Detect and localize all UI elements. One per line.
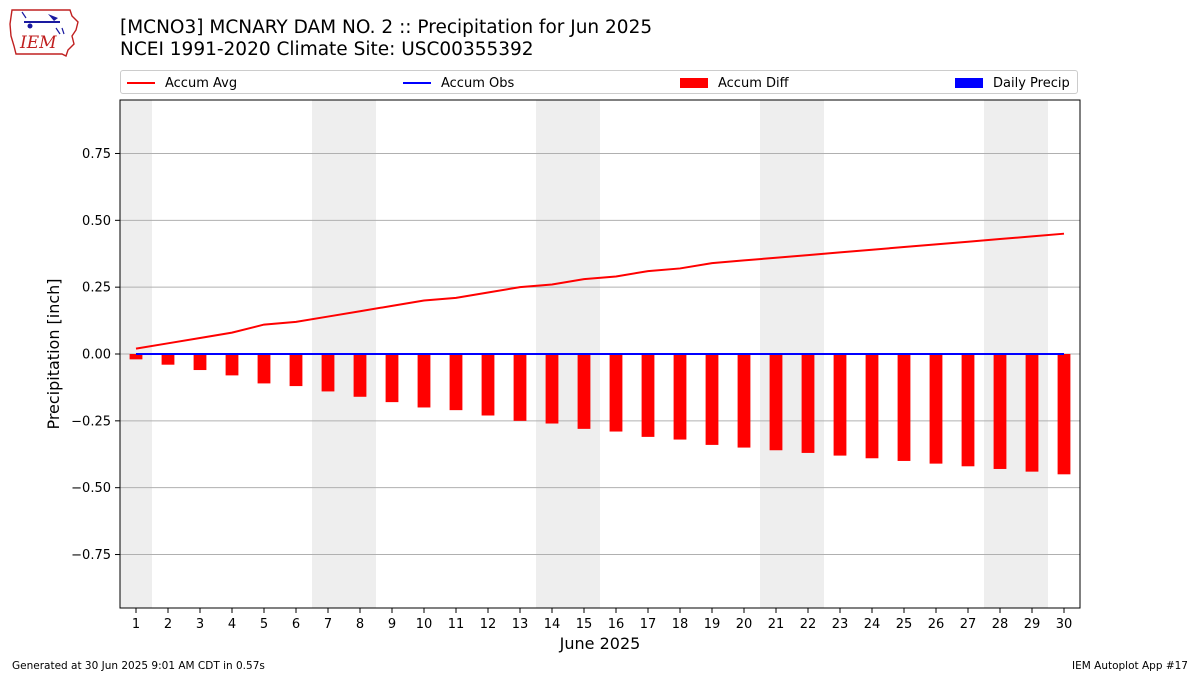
x-tick-label: 30	[1056, 617, 1073, 632]
legend-swatch	[127, 82, 155, 84]
x-tick-label: 27	[960, 617, 977, 632]
x-tick-label: 25	[896, 617, 913, 632]
accum-diff-bar	[705, 354, 719, 445]
x-tick-label: 29	[1024, 617, 1041, 632]
logo-text: IEM	[19, 33, 57, 53]
accum-diff-bar	[961, 354, 975, 467]
x-tick-label: 10	[416, 617, 433, 632]
x-tick-label: 4	[228, 617, 236, 632]
x-tick-label: 5	[260, 617, 268, 632]
accum-diff-bar	[673, 354, 687, 440]
iowa-state-icon: IEM	[9, 9, 79, 57]
legend-swatch	[403, 82, 431, 84]
legend-swatch	[955, 78, 983, 88]
x-tick-label: 20	[736, 617, 753, 632]
x-tick-label: 9	[388, 617, 396, 632]
y-tick-label: 0.50	[82, 214, 111, 229]
legend-item-accum-avg: Accum Avg	[127, 74, 237, 92]
accum-diff-bar	[1057, 354, 1071, 475]
y-tick-label: −0.75	[71, 548, 111, 563]
legend-item-accum-diff: Accum Diff	[680, 74, 789, 92]
accum-diff-bar	[929, 354, 943, 464]
accum-diff-bar	[353, 354, 367, 397]
accum-diff-bar	[129, 354, 143, 360]
y-tick-label: 0.00	[82, 348, 111, 363]
accum-avg-line	[135, 232, 1065, 350]
x-tick-label: 26	[928, 617, 945, 632]
y-tick-label: −0.25	[71, 414, 111, 429]
accum-diff-bar	[1025, 354, 1039, 472]
accum-diff-bar	[609, 354, 623, 432]
legend-swatch	[680, 78, 708, 88]
accum-diff-bar	[225, 354, 239, 376]
y-tick-label: 0.75	[82, 147, 111, 162]
accum-diff-bar	[417, 354, 431, 408]
x-tick-label: 13	[512, 617, 529, 632]
accum-diff-bar	[257, 354, 271, 384]
x-tick-label: 3	[196, 617, 204, 632]
iem-logo: IEM	[8, 6, 80, 58]
x-tick-label: 24	[864, 617, 881, 632]
accum-diff-bar	[865, 354, 879, 459]
accum-diff-bar	[769, 354, 783, 451]
x-tick-label: 21	[768, 617, 785, 632]
generated-note: Generated at 30 Jun 2025 9:01 AM CDT in …	[12, 660, 265, 672]
x-tick-label: 14	[544, 617, 561, 632]
app-credit: IEM Autoplot App #17	[1072, 660, 1188, 672]
x-tick-label: 6	[292, 617, 300, 632]
accum-diff-bar	[545, 354, 559, 424]
accum-diff-bar	[513, 354, 527, 421]
accum-diff-bar	[641, 354, 655, 437]
accum-diff-bar	[577, 354, 591, 429]
x-tick-label: 23	[832, 617, 849, 632]
accum-diff-bar	[385, 354, 399, 403]
legend-label: Accum Diff	[718, 75, 789, 91]
x-tick-label: 2	[164, 617, 172, 632]
accum-diff-bar	[481, 354, 495, 416]
y-axis-label: Precipitation [inch]	[44, 278, 63, 429]
accum-diff-bar	[833, 354, 847, 456]
accum-diff-bar	[321, 354, 335, 392]
x-tick-label: 11	[448, 617, 465, 632]
accum-diff-bar	[449, 354, 463, 411]
x-tick-label: 1	[132, 617, 140, 632]
x-tick-label: 18	[672, 617, 689, 632]
title-line-2: NCEI 1991-2020 Climate Site: USC00355392	[120, 39, 534, 60]
y-tick-label: 0.25	[82, 281, 111, 296]
x-tick-label: 16	[608, 617, 625, 632]
legend-item-daily-precip: Daily Precip	[955, 74, 1070, 92]
legend-label: Daily Precip	[993, 75, 1070, 91]
legend-label: Accum Obs	[441, 75, 515, 91]
accum-diff-bar	[897, 354, 911, 461]
legend: Accum Avg Accum Obs Accum Diff Daily Pre…	[120, 70, 1078, 94]
x-tick-label: 22	[800, 617, 817, 632]
accum-diff-bar	[289, 354, 303, 387]
legend-label: Accum Avg	[165, 75, 238, 91]
x-tick-label: 12	[480, 617, 497, 632]
accum-diff-bar	[193, 354, 207, 371]
x-tick-label: 7	[324, 617, 332, 632]
accum-diff-bar	[737, 354, 751, 448]
accum-diff-bar	[993, 354, 1007, 469]
legend-item-accum-obs: Accum Obs	[403, 74, 514, 92]
x-axis-label: June 2025	[559, 634, 641, 653]
x-tick-label: 19	[704, 617, 721, 632]
x-tick-label: 28	[992, 617, 1009, 632]
accum-diff-bar	[161, 354, 175, 365]
x-tick-label: 15	[576, 617, 593, 632]
x-tick-label: 17	[640, 617, 657, 632]
chart-title: [MCNO3] MCNARY DAM NO. 2 :: Precipitatio…	[120, 17, 652, 61]
title-line-1: [MCNO3] MCNARY DAM NO. 2 :: Precipitatio…	[120, 17, 653, 38]
y-tick-label: −0.50	[71, 481, 111, 496]
x-tick-label: 8	[356, 617, 364, 632]
accum-diff-bar	[801, 354, 815, 453]
